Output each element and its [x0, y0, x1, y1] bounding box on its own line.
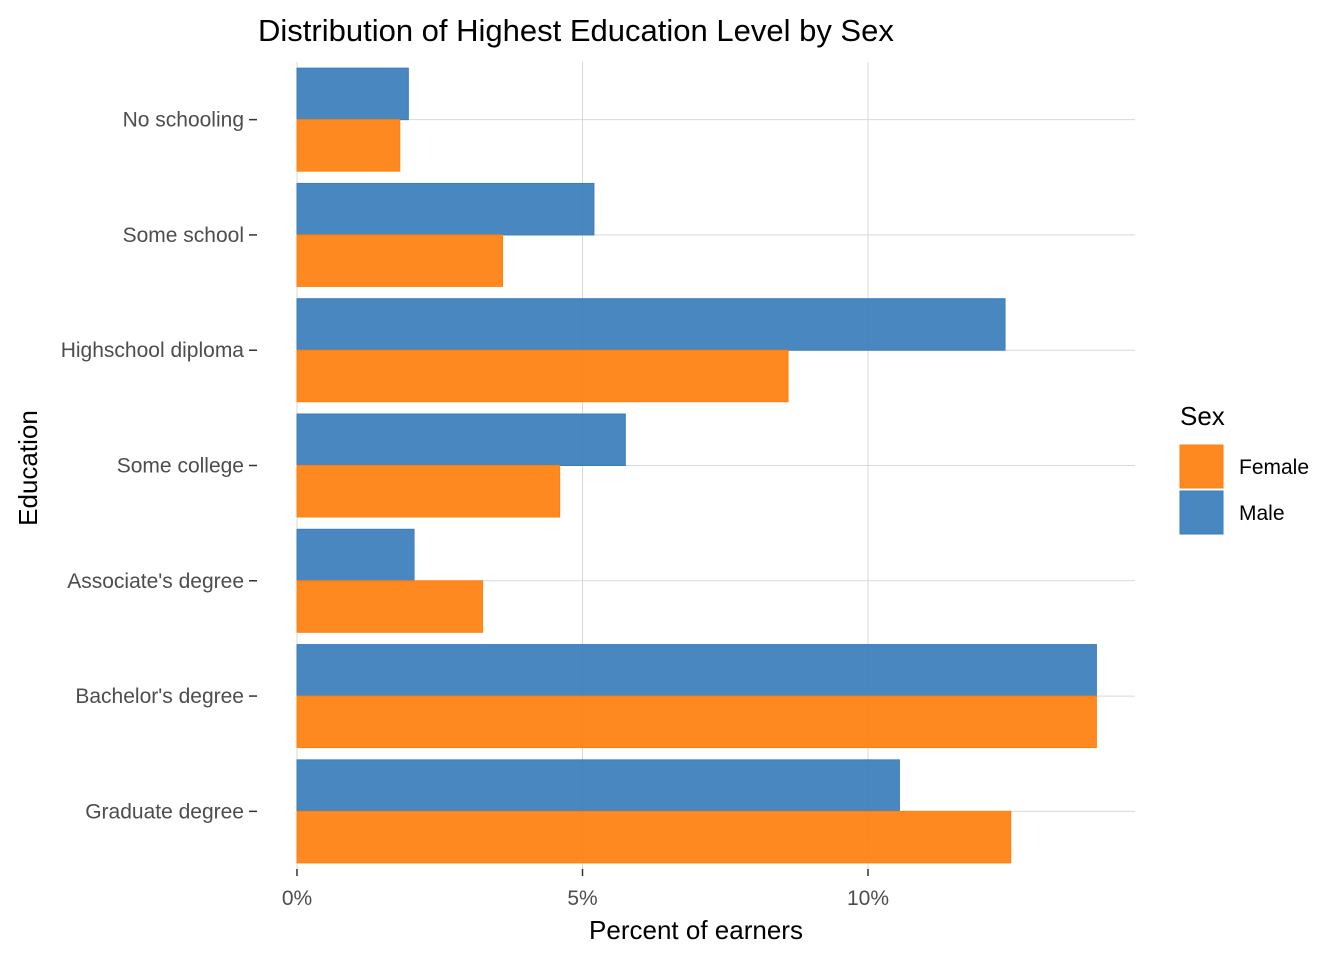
bar-female	[296, 580, 484, 633]
y-axis: No schooling Some school Highschool diplom…	[61, 109, 257, 823]
bar-female	[296, 234, 504, 287]
x-axis-title: Percent of earners	[589, 915, 803, 945]
y-tick-label: Bachelor's degree	[75, 685, 244, 708]
legend-label-female: Female	[1239, 456, 1309, 479]
x-tick-label: 0%	[282, 887, 312, 910]
bars	[296, 67, 1097, 864]
y-tick-label: Graduate degree	[85, 800, 244, 823]
bar-female	[296, 810, 1012, 864]
x-axis: 0% 5% 10%	[282, 869, 889, 910]
bar-male	[296, 182, 595, 236]
bar-male	[296, 298, 1006, 351]
bar-female	[296, 119, 401, 172]
legend-label-male: Male	[1239, 502, 1285, 525]
legend: Sex Female Male	[1179, 401, 1309, 535]
bar-male	[296, 413, 626, 466]
y-tick-label: Some school	[123, 224, 244, 247]
bar-female	[296, 465, 561, 518]
bar-male	[296, 759, 900, 812]
y-tick-label: Some college	[117, 455, 244, 478]
legend-swatch-female	[1179, 444, 1224, 489]
bar-male	[296, 528, 415, 582]
y-axis-title: Education	[13, 410, 43, 526]
chart-title: Distribution of Highest Education Level …	[258, 13, 894, 48]
bar-female	[296, 695, 1097, 749]
bar-male	[296, 67, 409, 121]
y-tick-label: No schooling	[123, 109, 244, 132]
legend-title: Sex	[1180, 401, 1225, 431]
legend-swatch-male	[1179, 490, 1224, 535]
bar-female	[296, 349, 789, 403]
y-tick-label: Highschool diploma	[61, 339, 245, 362]
y-tick-label: Associate's degree	[67, 570, 244, 593]
bar-male	[296, 644, 1097, 697]
x-tick-label: 5%	[567, 887, 597, 910]
x-tick-label: 10%	[847, 887, 889, 910]
